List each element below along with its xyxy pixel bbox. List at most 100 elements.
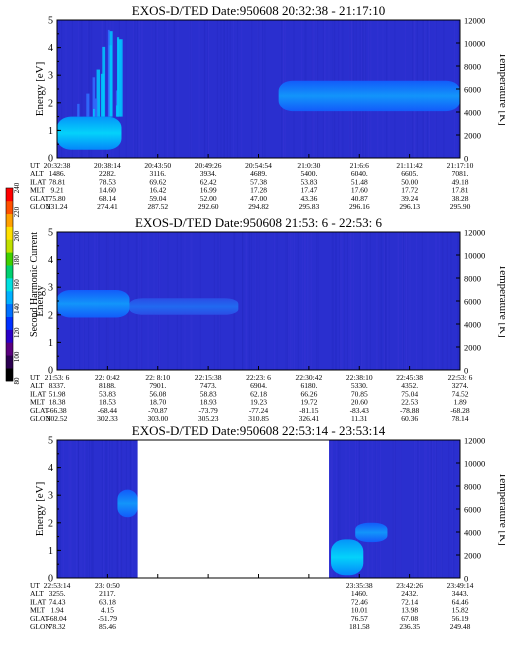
row-value: -51.79	[98, 614, 118, 623]
colorbar-tick: 160	[13, 279, 21, 290]
row-value: 49.18	[452, 177, 469, 186]
colorbar-segment	[6, 265, 13, 279]
y-tick-label: 2	[48, 98, 53, 109]
panel-2: EXOS-D/TED Date:950608 21:53: 6 - 22:53:…	[30, 215, 505, 423]
colorbar-tick: 220	[13, 206, 21, 217]
panel-title: EXOS-D/TED Date:950608 22:53:14 - 23:53:…	[132, 423, 386, 438]
y-axis-title: Energy	[34, 285, 46, 317]
y-tick-label: 0	[48, 574, 53, 585]
row-value: 9.21	[50, 186, 63, 195]
y-tick-label: 4	[48, 43, 53, 54]
y-tick-label: 2	[48, 310, 53, 321]
row-value: -81.15	[299, 406, 319, 415]
y-right-axis-title: Temperature [K]	[497, 472, 505, 545]
row-value: 50.00	[401, 177, 418, 186]
row-label: MLT	[30, 606, 46, 615]
row-value: 76.57	[351, 614, 368, 623]
colorbar-segment	[6, 316, 13, 330]
y-right-axis-title: Temperature [K]	[497, 264, 505, 337]
row-value: 1486.	[49, 169, 66, 178]
row-value: 56.08	[149, 389, 166, 398]
row-value: 68.14	[99, 194, 116, 203]
y-right-tick-label: 0	[464, 574, 468, 584]
row-value: 47.00	[250, 194, 267, 203]
feature-band	[57, 289, 130, 318]
row-value: 21:11:42	[396, 161, 423, 170]
row-value: 5330.	[351, 381, 368, 390]
row-value: 17.81	[452, 186, 469, 195]
colorbar-segment	[6, 200, 13, 215]
y-tick-label: 5	[48, 228, 53, 239]
colorbar-tick: 100	[13, 351, 21, 362]
row-value: 1.94	[50, 606, 63, 615]
y-right-tick-label: 2000	[464, 343, 481, 353]
row-value: 294.82	[248, 202, 269, 211]
row-value: 2282.	[99, 169, 116, 178]
row-value: 20:54:54	[245, 161, 272, 170]
row-value: 60.36	[401, 414, 418, 423]
row-value: 20:43:50	[144, 161, 171, 170]
row-value: 70.85	[351, 389, 368, 398]
y-tick-label: 4	[48, 463, 53, 474]
row-value: 19.23	[250, 398, 267, 407]
row-value: 296.13	[399, 202, 420, 211]
row-value: 3255.	[49, 589, 66, 598]
row-value: 21:53: 6	[45, 373, 70, 382]
row-label: ALT	[30, 381, 44, 390]
y-tick-label: 0	[48, 366, 53, 377]
row-value: 53.83	[300, 177, 317, 186]
y-tick-label: 1	[48, 126, 53, 137]
row-value: 22:45:38	[396, 373, 423, 382]
row-value: 292.60	[198, 202, 219, 211]
row-value: 52.00	[200, 194, 217, 203]
y-right-tick-label: 12000	[464, 436, 485, 446]
row-label: GLON	[30, 414, 51, 423]
colorbar-segment	[6, 342, 13, 356]
row-value: 4689.	[250, 169, 267, 178]
y-right-tick-label: 6000	[464, 297, 481, 307]
y-right-tick-label: 10000	[464, 459, 485, 469]
colorbar-segment	[6, 290, 13, 305]
row-value: 75.80	[49, 194, 66, 203]
panel-1: EXOS-D/TED Date:950608 20:32:38 - 21:17:…	[30, 3, 505, 211]
row-value: 236.35	[399, 622, 420, 631]
colorbar-segment	[6, 303, 13, 317]
row-value: 274.41	[97, 202, 118, 211]
y-right-tick-label: 12000	[464, 228, 485, 238]
row-value: 59.04	[149, 194, 166, 203]
row-value: 1.89	[453, 398, 466, 407]
row-value: 85.46	[99, 622, 116, 631]
feature-band	[278, 80, 460, 112]
row-value: 17.60	[351, 186, 368, 195]
row-value: 22: 0:42	[95, 373, 120, 382]
row-value: 22:53:14	[44, 581, 71, 590]
row-value: 78.81	[49, 177, 66, 186]
row-value: -73.79	[198, 406, 218, 415]
row-value: 63.18	[99, 597, 116, 606]
y-right-tick-label: 8000	[464, 482, 481, 492]
row-value: 8188.	[99, 381, 116, 390]
y-right-tick-label: 2000	[464, 551, 481, 561]
row-value: 5400.	[300, 169, 317, 178]
row-value: 74.43	[49, 597, 66, 606]
row-value: 39.24	[401, 194, 418, 203]
row-value: 8337.	[49, 381, 66, 390]
colorbar-segment	[6, 188, 13, 202]
row-value: 69.62	[149, 177, 166, 186]
row-value: 18.53	[99, 398, 116, 407]
row-value: 3934.	[200, 169, 217, 178]
row-value: 6904.	[250, 381, 267, 390]
row-value: 22:15:38	[195, 373, 222, 382]
data-gap	[137, 439, 330, 579]
row-value: 303.00	[147, 414, 168, 423]
panel-title: EXOS-D/TED Date:950608 21:53: 6 - 22:53:…	[135, 215, 382, 230]
row-value: 22.53	[401, 398, 418, 407]
row-label: ALT	[30, 169, 44, 178]
row-value: 305.23	[198, 414, 219, 423]
colorbar-segment	[6, 252, 13, 266]
feature-band	[129, 298, 239, 315]
row-value: 23: 0:50	[95, 581, 120, 590]
feature-band	[117, 489, 138, 518]
row-value: 17.28	[250, 186, 267, 195]
